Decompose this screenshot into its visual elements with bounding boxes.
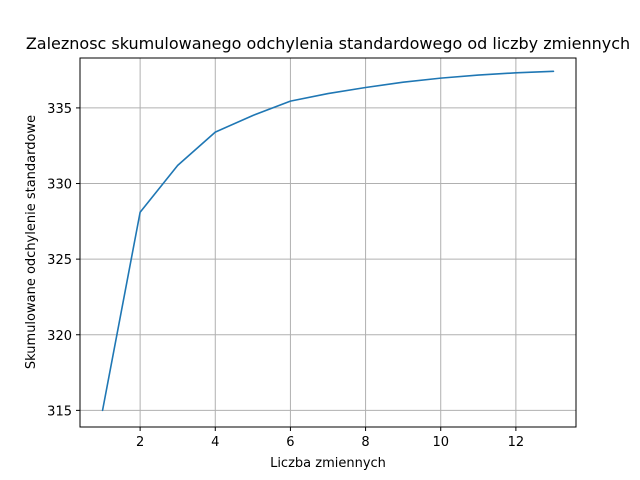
x-tick-label: 4 xyxy=(211,435,219,450)
x-tick-label: 10 xyxy=(432,435,449,450)
x-tick-label: 12 xyxy=(508,435,525,450)
y-tick-label: 320 xyxy=(47,329,72,344)
x-tick-label: 8 xyxy=(361,435,369,450)
y-tick-label: 330 xyxy=(47,178,72,193)
chart-title: Zaleznosc skumulowanego odchylenia stand… xyxy=(26,34,630,53)
series-line xyxy=(101,70,555,412)
x-tick-label: 2 xyxy=(136,435,144,450)
y-axis-label: Skumulowane odchylenie standardowe xyxy=(24,115,39,369)
x-tick-label: 6 xyxy=(286,435,294,450)
y-tick-label: 335 xyxy=(47,102,72,117)
y-tick-label: 315 xyxy=(47,404,72,419)
x-axis-label: Liczba zmiennych xyxy=(270,456,386,471)
grid xyxy=(80,58,576,427)
plot-area-frame xyxy=(79,57,577,428)
y-tick-label: 325 xyxy=(47,253,72,268)
series-layer xyxy=(101,70,555,412)
ticks: 2 4 6 8 10 12 315 320 325 330 335 xyxy=(47,102,524,450)
